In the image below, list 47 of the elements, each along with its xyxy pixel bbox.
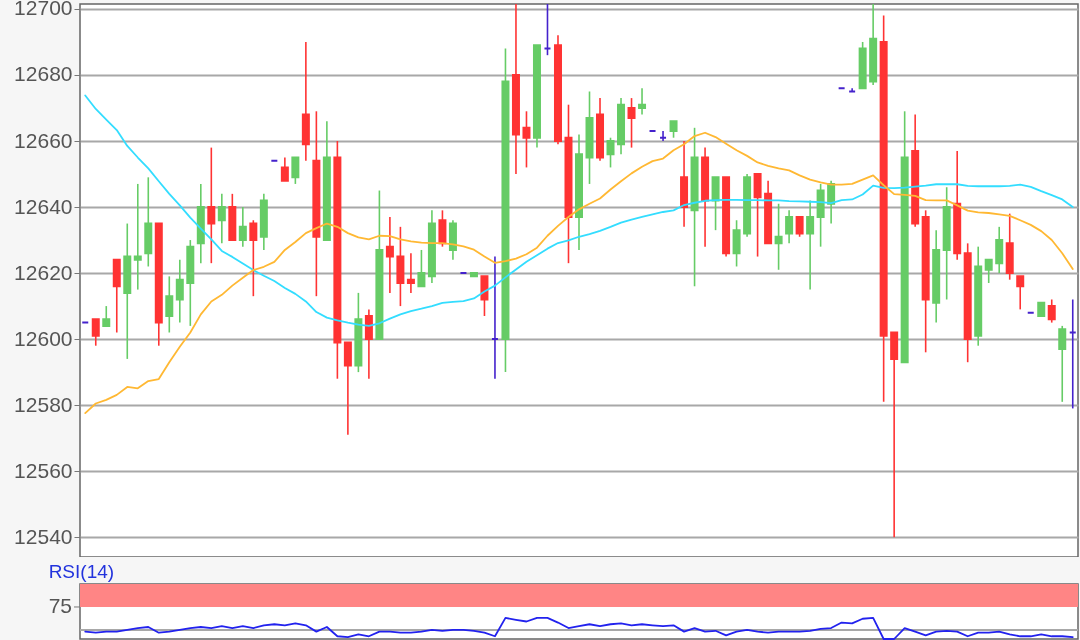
candlestick: [606, 136, 615, 169]
candlestick: [1058, 325, 1067, 403]
candlestick: [711, 176, 720, 231]
candlestick: [417, 249, 426, 288]
candlestick: [438, 209, 447, 248]
candlestick: [364, 308, 373, 380]
candlestick: [165, 275, 174, 334]
candlestick: [638, 87, 647, 116]
candlestick: [175, 259, 184, 324]
candlestick: [133, 183, 142, 291]
candlestick: [207, 146, 216, 264]
candlestick: [217, 193, 226, 245]
y-tick-label: 12560: [14, 458, 73, 482]
y-tick-label: 12680: [14, 62, 73, 86]
candlestick: [1047, 298, 1056, 324]
candlestick: [806, 199, 815, 291]
candlestick: [774, 202, 783, 271]
candlestick: [291, 156, 300, 185]
candlestick: [627, 97, 636, 149]
y-tick-label: 12540: [14, 524, 73, 548]
candlestick: [91, 318, 100, 347]
candlestick: [480, 275, 489, 317]
y-tick-label: 12700: [14, 0, 73, 20]
chart-title: RSI(14): [48, 561, 115, 582]
candlestick: [984, 258, 993, 284]
candlestick: [732, 219, 741, 268]
line-series: [84, 94, 1074, 327]
candlestick: [343, 341, 352, 436]
candlestick: [280, 156, 289, 182]
candlestick: [795, 215, 804, 238]
candlestick: [238, 206, 247, 248]
candlestick: [785, 209, 794, 245]
y-tick-label: 12640: [14, 194, 73, 218]
y-tick-label: 12600: [14, 326, 73, 350]
text: 75: [48, 593, 72, 617]
candlestick: [1016, 275, 1025, 311]
candlestick: [522, 110, 531, 169]
candlestick: [406, 252, 415, 294]
candlestick: [102, 305, 111, 327]
candlestick: [385, 216, 394, 294]
candlestick: [753, 173, 762, 258]
line-series: [84, 131, 1074, 414]
candlestick: [995, 226, 1004, 274]
y-tick-label: 12620: [14, 260, 73, 284]
y-tick-label: 12660: [14, 128, 73, 152]
y-tick-label: 12580: [14, 392, 73, 416]
candlestick: [249, 219, 258, 297]
